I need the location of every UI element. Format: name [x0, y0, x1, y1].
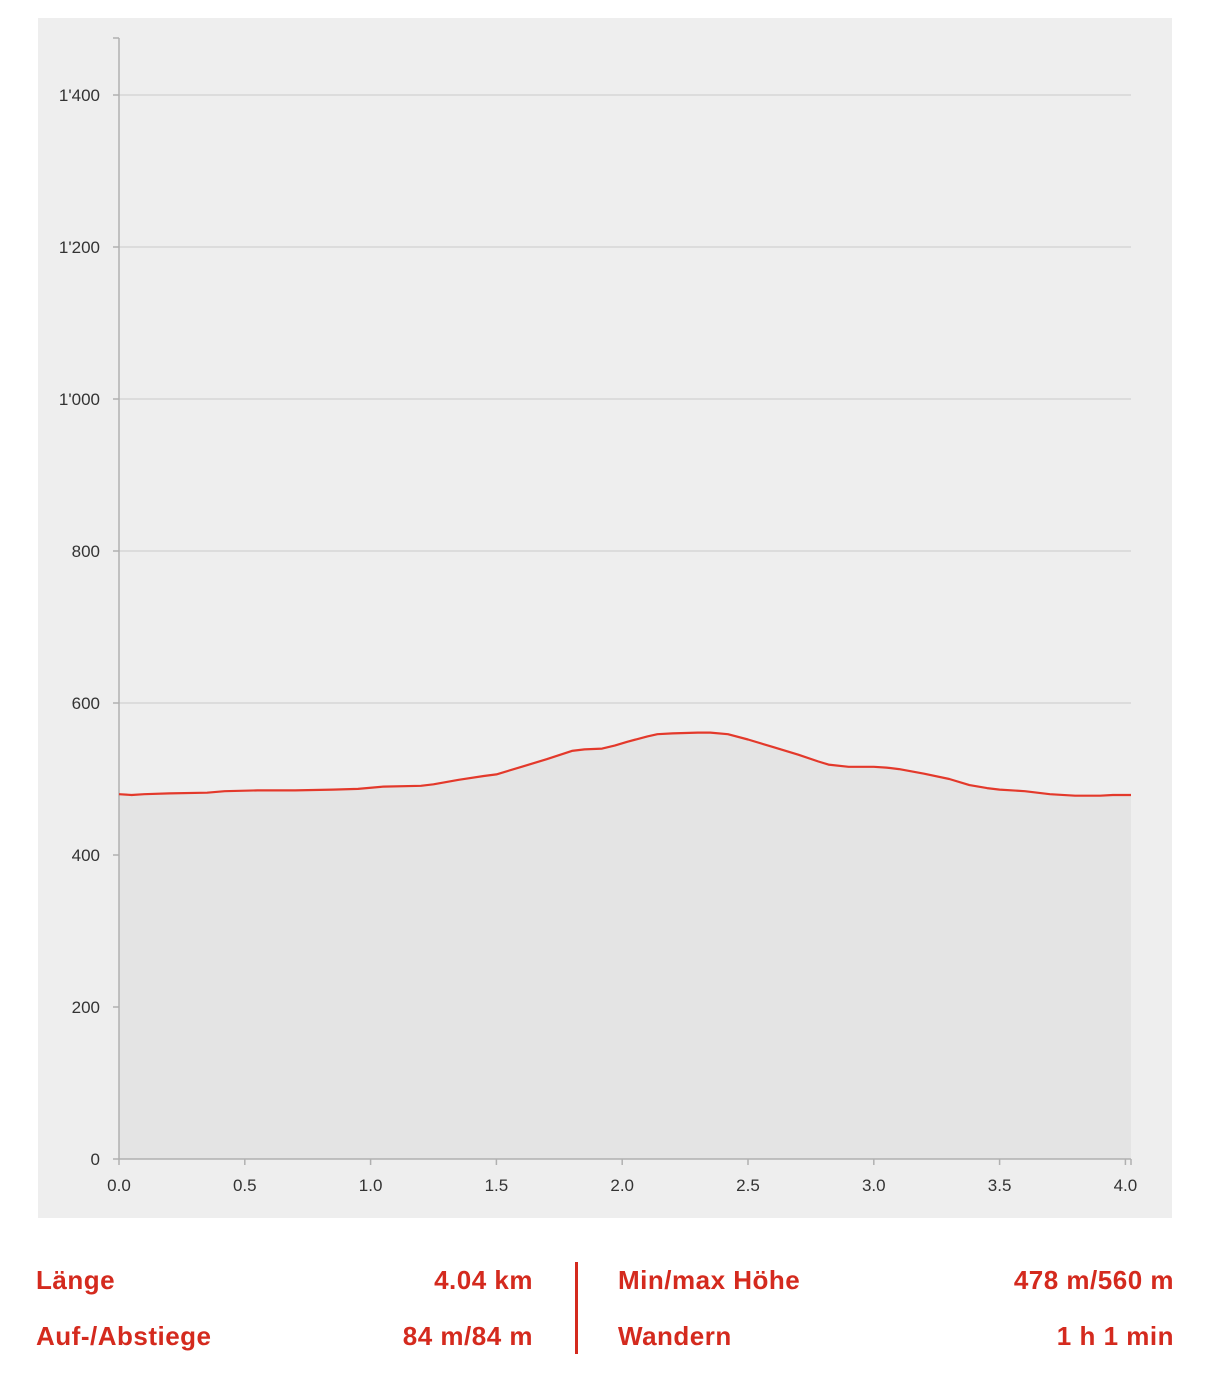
x-tick-label: 3.0 — [862, 1176, 886, 1195]
hiking-time-value: 1 h 1 min — [1056, 1320, 1174, 1351]
hiking-time-label: Wandern — [618, 1320, 732, 1351]
stats-right-column: Min/max Höhe 478 m/560 m Wandern 1 h 1 m… — [618, 1258, 1174, 1358]
min-max-altitude-stat: Min/max Höhe 478 m/560 m — [618, 1258, 1174, 1302]
elevation-chart: 0 200 400 600 800 1'000 1'200 1'400 0.0 0.5 1.0 1.5… — [59, 37, 1137, 1195]
length-label: Länge — [36, 1264, 116, 1295]
x-tick-label: 2.5 — [736, 1176, 760, 1195]
y-tick-label: 200 — [72, 998, 100, 1017]
min-max-altitude-label: Min/max Höhe — [618, 1264, 801, 1295]
elevation-chart-panel: 0 200 400 600 800 1'000 1'200 1'400 0.0 0.5 1.0 1.5… — [38, 18, 1172, 1218]
x-tick-label: 4.0 — [1114, 1176, 1138, 1195]
axes — [113, 37, 1132, 1165]
route-stats: Länge 4.04 km Auf-/Abstiege 84 m/84 m Mi… — [36, 1258, 1174, 1358]
ascent-descent-value: 84 m/84 m — [402, 1320, 533, 1351]
hiking-time-stat: Wandern 1 h 1 min — [618, 1314, 1174, 1358]
ascent-descent-stat: Auf-/Abstiege 84 m/84 m — [36, 1314, 533, 1358]
x-tick-label: 3.5 — [988, 1176, 1012, 1195]
x-tick-label: 0.0 — [107, 1176, 131, 1195]
x-tick-label: 1.0 — [359, 1176, 383, 1195]
y-tick-label: 1'400 — [59, 86, 100, 105]
length-stat: Länge 4.04 km — [36, 1258, 533, 1302]
x-tick-label: 1.5 — [485, 1176, 509, 1195]
y-tick-label: 400 — [72, 846, 100, 865]
elevation-area-fill — [119, 732, 1131, 1159]
y-tick-label: 800 — [72, 542, 100, 561]
x-tick-label: 0.5 — [233, 1176, 257, 1195]
x-tick-label: 2.0 — [610, 1176, 634, 1195]
tick-labels: 0 200 400 600 800 1'000 1'200 1'400 0.0 0.5 1.0 1.5… — [59, 86, 1137, 1195]
y-tick-label: 1'000 — [59, 390, 100, 409]
stats-left-column: Länge 4.04 km Auf-/Abstiege 84 m/84 m — [36, 1258, 533, 1358]
ascent-descent-label: Auf-/Abstiege — [36, 1320, 212, 1351]
y-tick-label: 0 — [91, 1150, 100, 1169]
y-tick-label: 600 — [72, 694, 100, 713]
y-tick-label: 1'200 — [59, 238, 100, 257]
length-value: 4.04 km — [434, 1264, 533, 1295]
elevation-line[interactable] — [118, 731, 1131, 797]
stats-divider — [575, 1262, 578, 1354]
min-max-altitude-value: 478 m/560 m — [1013, 1264, 1174, 1295]
